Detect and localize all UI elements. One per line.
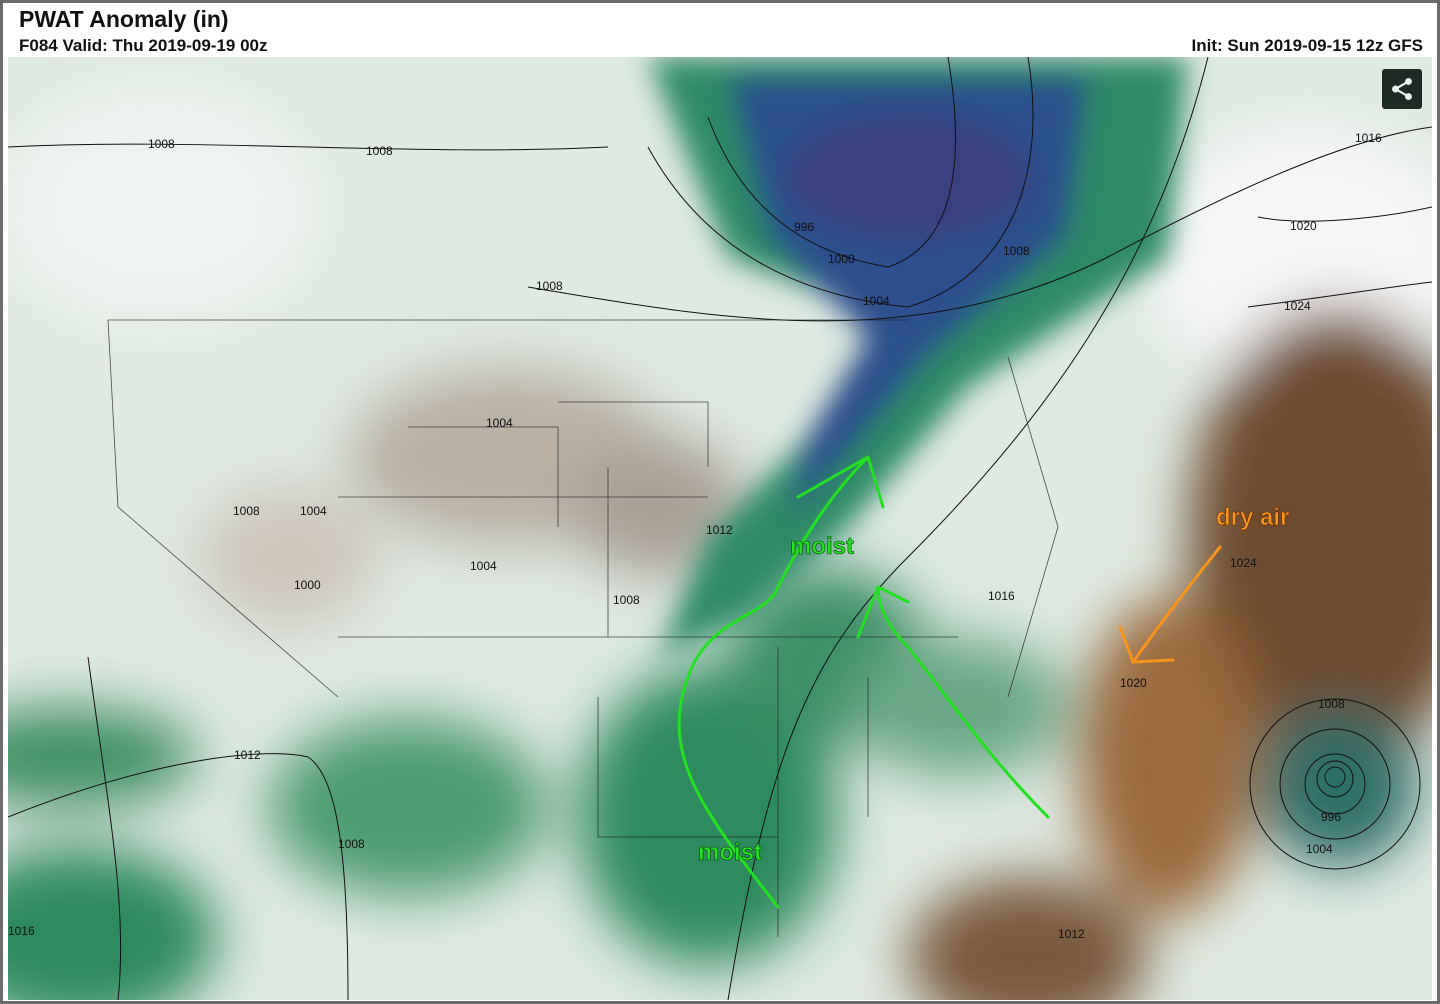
isobar-label: 1016 xyxy=(1355,131,1382,145)
isobar-label: 1004 xyxy=(300,504,327,518)
isobar-label: 1004 xyxy=(486,416,513,430)
moisture-arrows xyxy=(677,455,1050,909)
isobar-label: 1008 xyxy=(338,837,365,851)
isobar-label: 1004 xyxy=(863,294,890,308)
isobar-label: 1004 xyxy=(470,559,497,573)
map-title: PWAT Anomaly (in) xyxy=(19,6,229,32)
isobar-label: 1008 xyxy=(536,279,563,293)
isobar-label: 1000 xyxy=(294,578,321,592)
isobar-label: 1020 xyxy=(1290,219,1317,233)
pwat-anomaly-map: 1008 1008 1008 996 1000 1004 1008 1016 1… xyxy=(8,57,1432,1000)
isobar-label: 1012 xyxy=(1058,927,1085,941)
isobar-label: 996 xyxy=(794,220,814,234)
pwat-shading xyxy=(8,87,1432,1000)
init-time: Init: Sun 2019-09-15 12z GFS xyxy=(1191,36,1423,55)
state-borders xyxy=(107,319,1059,937)
isobar-label: 1016 xyxy=(8,924,35,938)
isobar-label: 1008 xyxy=(1318,697,1345,711)
isobar-label: 1004 xyxy=(1306,842,1333,856)
weather-map: 1008 1008 1008 996 1000 1004 1008 1016 1… xyxy=(8,57,1432,1000)
isobar-label: 1016 xyxy=(988,589,1015,603)
isobar-label: 1008 xyxy=(1003,244,1030,258)
isobar-label: 1000 xyxy=(828,252,855,266)
moist-annotation-south: moist xyxy=(698,839,762,866)
isobar-label: 1020 xyxy=(1120,676,1147,690)
moisture-plume xyxy=(648,57,1188,657)
isobars xyxy=(8,57,1432,1000)
isobar-label: 1008 xyxy=(233,504,260,518)
share-icon xyxy=(1392,77,1412,101)
dry-air-annotation: dry air xyxy=(1216,504,1289,531)
isobar-label: 1008 xyxy=(613,593,640,607)
share-button[interactable] xyxy=(1382,69,1422,109)
valid-time: F084 Valid: Thu 2019-09-19 00z xyxy=(19,36,268,55)
moist-annotation-north: moist xyxy=(790,533,854,560)
isobar-label: 1024 xyxy=(1284,299,1311,313)
dry-air-arrow xyxy=(1118,545,1222,664)
isobar-label: 1024 xyxy=(1230,556,1257,570)
isobar-labels: 1008 1008 1008 996 1000 1004 1008 1016 1… xyxy=(8,131,1382,941)
isobar-label: 996 xyxy=(1321,810,1341,824)
isobar-label: 1008 xyxy=(366,144,393,158)
isobar-label: 1012 xyxy=(706,523,733,537)
isobar-label: 1012 xyxy=(234,748,261,762)
isobar-label: 1008 xyxy=(148,137,175,151)
